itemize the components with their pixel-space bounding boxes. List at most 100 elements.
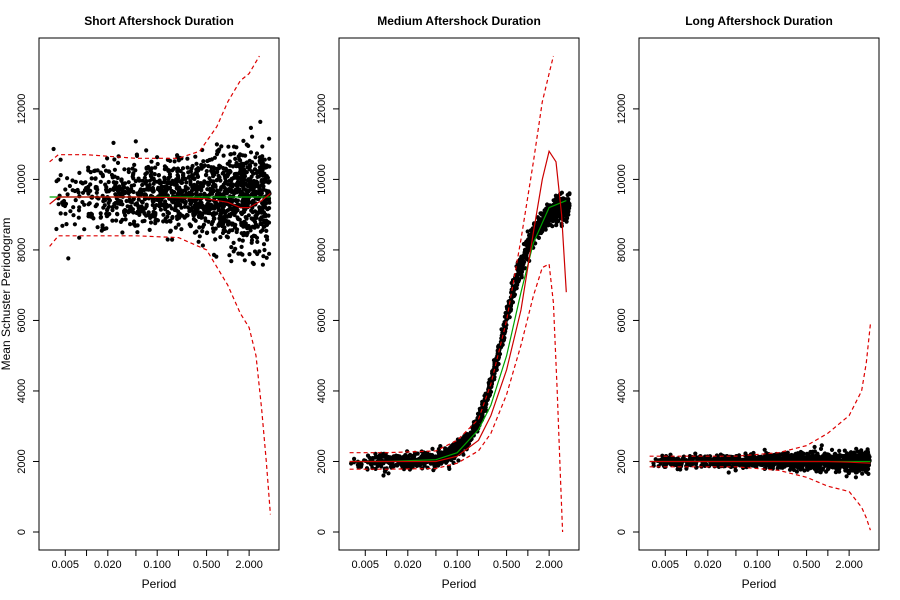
- scatter-point: [122, 181, 128, 186]
- scatter-point: [515, 273, 520, 278]
- scatter-point: [94, 190, 99, 195]
- scatter-point: [200, 243, 205, 248]
- scatter-point: [244, 142, 249, 147]
- scatter-point: [397, 454, 402, 459]
- scatter-point: [218, 211, 223, 216]
- x-tick-label-medium-2: 0.100: [443, 559, 471, 571]
- scatter-point: [95, 225, 100, 230]
- scatter-point: [130, 207, 135, 212]
- x-tick-label-medium-3: 0.500: [493, 559, 521, 571]
- scatter-point: [161, 188, 166, 193]
- scatter-point: [169, 182, 174, 187]
- scatter-point: [798, 451, 803, 457]
- panel-short: Short Aftershock Duration 0.005 0.020 0.10…: [0, 14, 280, 591]
- scatter-point: [196, 166, 201, 171]
- scatter-point: [222, 215, 227, 220]
- scatter-point: [83, 180, 88, 185]
- scatter-point: [254, 212, 259, 217]
- scatter-point: [248, 150, 254, 155]
- scatter-point: [248, 125, 253, 130]
- scatter-point: [140, 205, 145, 210]
- scatter-point: [165, 209, 170, 215]
- scatter-point: [153, 165, 158, 170]
- scatter-point: [553, 196, 558, 201]
- series-line-long-lower-bound: [649, 466, 871, 531]
- scatter-point: [385, 456, 390, 461]
- scatter-point: [163, 207, 168, 212]
- scatter-point: [264, 165, 269, 170]
- panel-title-long: Long Aftershock Duration: [685, 14, 833, 28]
- scatter-point: [184, 191, 189, 196]
- scatter-point: [829, 447, 835, 452]
- scatter-point: [224, 191, 229, 196]
- scatter-point: [68, 209, 73, 214]
- scatter-point: [810, 449, 815, 454]
- scatter-point: [203, 173, 209, 178]
- scatter-point: [162, 180, 167, 185]
- scatter-point: [157, 200, 163, 205]
- y-tick-label-long-1: 2000: [616, 449, 628, 473]
- scatter-point: [77, 194, 82, 199]
- scatter-point: [188, 169, 193, 174]
- scatter-point: [541, 223, 547, 229]
- scatter-point: [76, 215, 81, 220]
- series-line-short-lower-bound: [49, 235, 271, 515]
- scatter-point: [249, 240, 254, 245]
- scatter-point: [247, 225, 253, 230]
- scatter-point: [523, 251, 528, 257]
- x-tick-label-short-4: 2.000: [235, 559, 263, 571]
- scatter-point: [143, 172, 148, 177]
- scatter-point: [167, 203, 172, 208]
- series-line-long-upper-bound: [649, 323, 871, 457]
- scatter-point: [103, 168, 109, 173]
- y-tick-label-long-6: 12000: [616, 94, 628, 125]
- scatter-point: [150, 198, 155, 203]
- scatter-point: [241, 210, 246, 215]
- scatter-point: [250, 134, 255, 139]
- scatter-point: [113, 192, 118, 197]
- scatter-point: [179, 205, 184, 210]
- scatter-point: [174, 185, 179, 190]
- y-tick-label-short-5: 10000: [16, 164, 28, 195]
- scatter-point: [238, 158, 243, 163]
- scatter-point: [252, 167, 258, 172]
- scatter-point: [482, 393, 487, 398]
- scatter-point: [815, 451, 820, 456]
- scatter-point: [51, 146, 56, 152]
- scatter-point: [192, 186, 197, 191]
- scatter-point: [225, 171, 231, 177]
- scatter-point: [154, 203, 159, 208]
- scatter-point: [752, 463, 757, 468]
- scatter-point: [174, 208, 179, 213]
- scatter-point: [71, 213, 76, 218]
- scatter-point: [762, 447, 767, 452]
- scatter-point: [265, 197, 270, 202]
- scatter-point: [755, 461, 760, 466]
- scatter-point: [152, 172, 157, 177]
- scatter-point: [82, 202, 87, 207]
- scatter-point: [160, 202, 165, 207]
- scatter-point: [168, 228, 173, 233]
- scatter-point: [256, 174, 262, 179]
- scatter-point: [759, 461, 764, 466]
- scatter-point: [112, 167, 117, 172]
- scatter-point: [251, 190, 256, 195]
- scatter-point: [777, 455, 782, 460]
- scatter-point: [501, 330, 506, 335]
- scatter-point: [209, 203, 214, 208]
- x-tick-label-long-1: 0.020: [694, 559, 722, 571]
- y-tick-label-medium-0: 0: [316, 529, 328, 535]
- scatter-point: [352, 456, 357, 461]
- scatter-point: [147, 227, 152, 232]
- scatter-point: [140, 200, 145, 205]
- scatter-point: [107, 211, 112, 217]
- y-tick-label-medium-3: 6000: [316, 308, 328, 332]
- scatter-point: [205, 158, 210, 164]
- scatter-point: [188, 223, 193, 228]
- scatter-point: [101, 164, 106, 169]
- panel-long: Long Aftershock Duration 0.005 0.020 0.100…: [616, 14, 880, 591]
- scatter-point: [819, 443, 824, 448]
- scatter-point: [804, 451, 810, 456]
- scatter-point: [195, 187, 201, 192]
- scatter-point: [176, 222, 181, 227]
